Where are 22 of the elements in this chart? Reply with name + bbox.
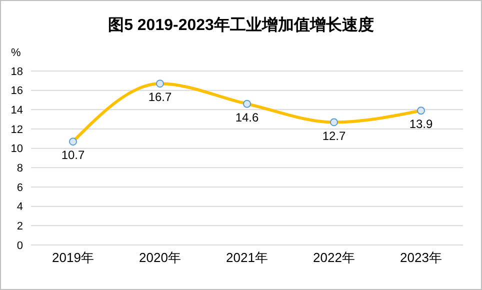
x-tick-label: 2023年 (400, 250, 442, 266)
y-tick-label: 0 (16, 240, 23, 252)
y-tick-label: 4 (16, 201, 23, 214)
x-tick-label: 2019年 (52, 250, 94, 266)
y-axis-title: % (11, 47, 21, 59)
y-tick-label: 12 (10, 124, 23, 136)
y-tick-label: 10 (10, 143, 23, 156)
data-label: 14.6 (235, 110, 259, 124)
data-label: 16.7 (148, 90, 172, 104)
y-tick-label: 14 (10, 104, 23, 117)
y-tick-label: 8 (16, 162, 23, 175)
y-tick-label: 16 (10, 85, 23, 98)
x-tick-label: 2020年 (139, 250, 181, 266)
y-tick-label: 6 (16, 182, 23, 194)
x-tick-label: 2022年 (313, 250, 355, 266)
chart-title: 图5 2019-2023年工业增加值增长速度 (107, 15, 375, 36)
y-tick-label: 2 (16, 220, 23, 233)
x-tick-label: 2021年 (226, 250, 268, 266)
data-label: 12.7 (322, 128, 346, 143)
data-label: 13.9 (409, 117, 433, 132)
y-tick-label: 18 (10, 66, 23, 78)
data-label: 10.7 (61, 148, 85, 162)
